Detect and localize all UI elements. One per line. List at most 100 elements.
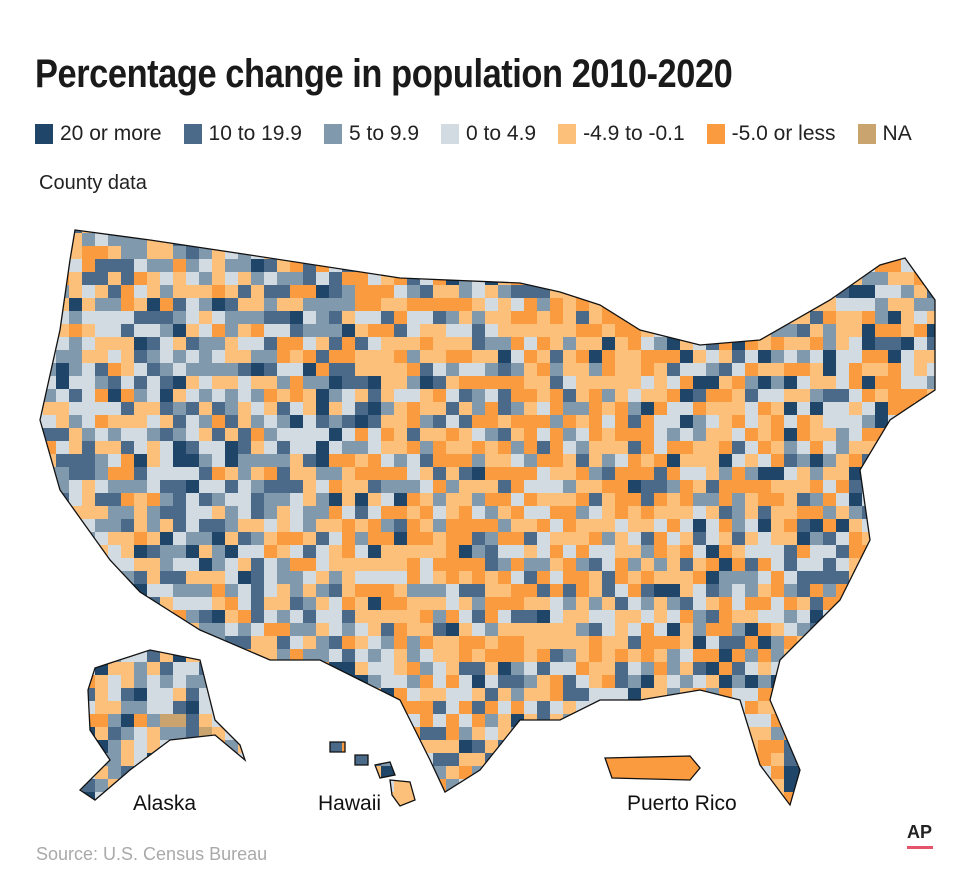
county-cell [316,532,330,546]
county-cell [446,376,460,390]
county-cell [394,467,408,481]
county-cell [134,493,148,507]
county-cell [394,623,408,637]
county-cell [563,415,577,429]
county-cell [862,571,876,585]
county-cell [485,597,499,611]
county-cell [914,415,928,429]
county-cell [771,493,785,507]
county-cell [368,558,382,572]
county-cell [940,805,954,819]
county-cell [134,376,148,390]
county-cell [251,610,265,624]
county-cell [238,532,252,546]
county-cell [797,740,811,754]
county-cell [537,675,551,689]
county-cell [342,766,356,780]
county-cell [849,519,863,533]
county-cell [602,230,616,234]
county-cell [563,493,577,507]
county-cell [134,363,148,377]
county-cell [43,584,57,598]
county-cell [745,454,759,468]
county-cell [940,506,954,520]
county-cell [849,805,863,806]
county-cell [82,233,96,247]
county-cell [875,623,889,637]
county-cell [160,545,174,559]
county-cell [316,454,330,468]
county-cell [173,246,187,260]
county-cell [719,714,733,728]
county-cell [771,337,785,351]
county-cell [277,688,291,702]
county-cell [719,272,733,286]
county-cell [40,363,44,377]
county-cell [173,597,187,611]
county-cell [342,584,356,598]
county-cell [43,337,57,351]
county-cell [550,350,564,364]
county-cell [485,428,499,442]
county-cell [472,558,486,572]
county-cell [420,246,434,260]
county-cell [264,688,278,702]
county-cell [615,714,629,728]
county-cell [680,272,694,286]
legend-label: 5 to 9.9 [348,122,420,145]
county-cell [862,558,876,572]
county-cell [901,649,915,663]
county-cell [602,662,616,676]
county-cell [472,675,486,689]
county-cell [615,701,629,715]
county-cell [95,675,109,689]
county-cell [940,454,954,468]
county-cell [823,740,837,754]
county-cell [511,363,525,377]
county-cell [186,740,200,754]
county-cell [238,558,252,572]
county-cell [121,233,135,247]
county-cell [186,532,200,546]
county-cell [69,532,83,546]
county-cell [368,259,382,273]
county-cell [732,480,746,494]
county-cell [381,376,395,390]
county-cell [485,324,499,338]
county-cell [277,441,291,455]
county-cell [134,337,148,351]
county-cell [446,363,460,377]
county-cell [238,311,252,325]
county-cell [108,805,122,806]
county-cell [316,246,330,260]
county-cell [732,402,746,416]
county-cell [940,688,954,702]
county-cell [303,506,317,520]
county-cell [186,597,200,611]
county-cell [329,402,343,416]
county-cell [654,662,668,676]
county-cell [823,649,837,663]
county-cell [134,402,148,416]
county-cell [901,441,915,455]
county-cell [693,376,707,390]
county-cell [732,766,746,780]
county-cell [524,519,538,533]
county-cell [134,480,148,494]
county-cell [95,246,109,260]
county-cell [303,259,317,273]
county-cell [511,584,525,598]
county-cell [914,441,928,455]
county-cell [485,311,499,325]
county-cell [69,545,83,559]
county-cell [264,259,278,273]
county-cell [615,415,629,429]
county-cell [472,636,486,650]
county-cell [173,285,187,299]
county-cell [537,792,551,806]
county-cell [56,324,70,338]
county-cell [940,363,954,377]
county-cell [810,246,824,260]
county-cell [342,597,356,611]
county-cell [732,688,746,702]
